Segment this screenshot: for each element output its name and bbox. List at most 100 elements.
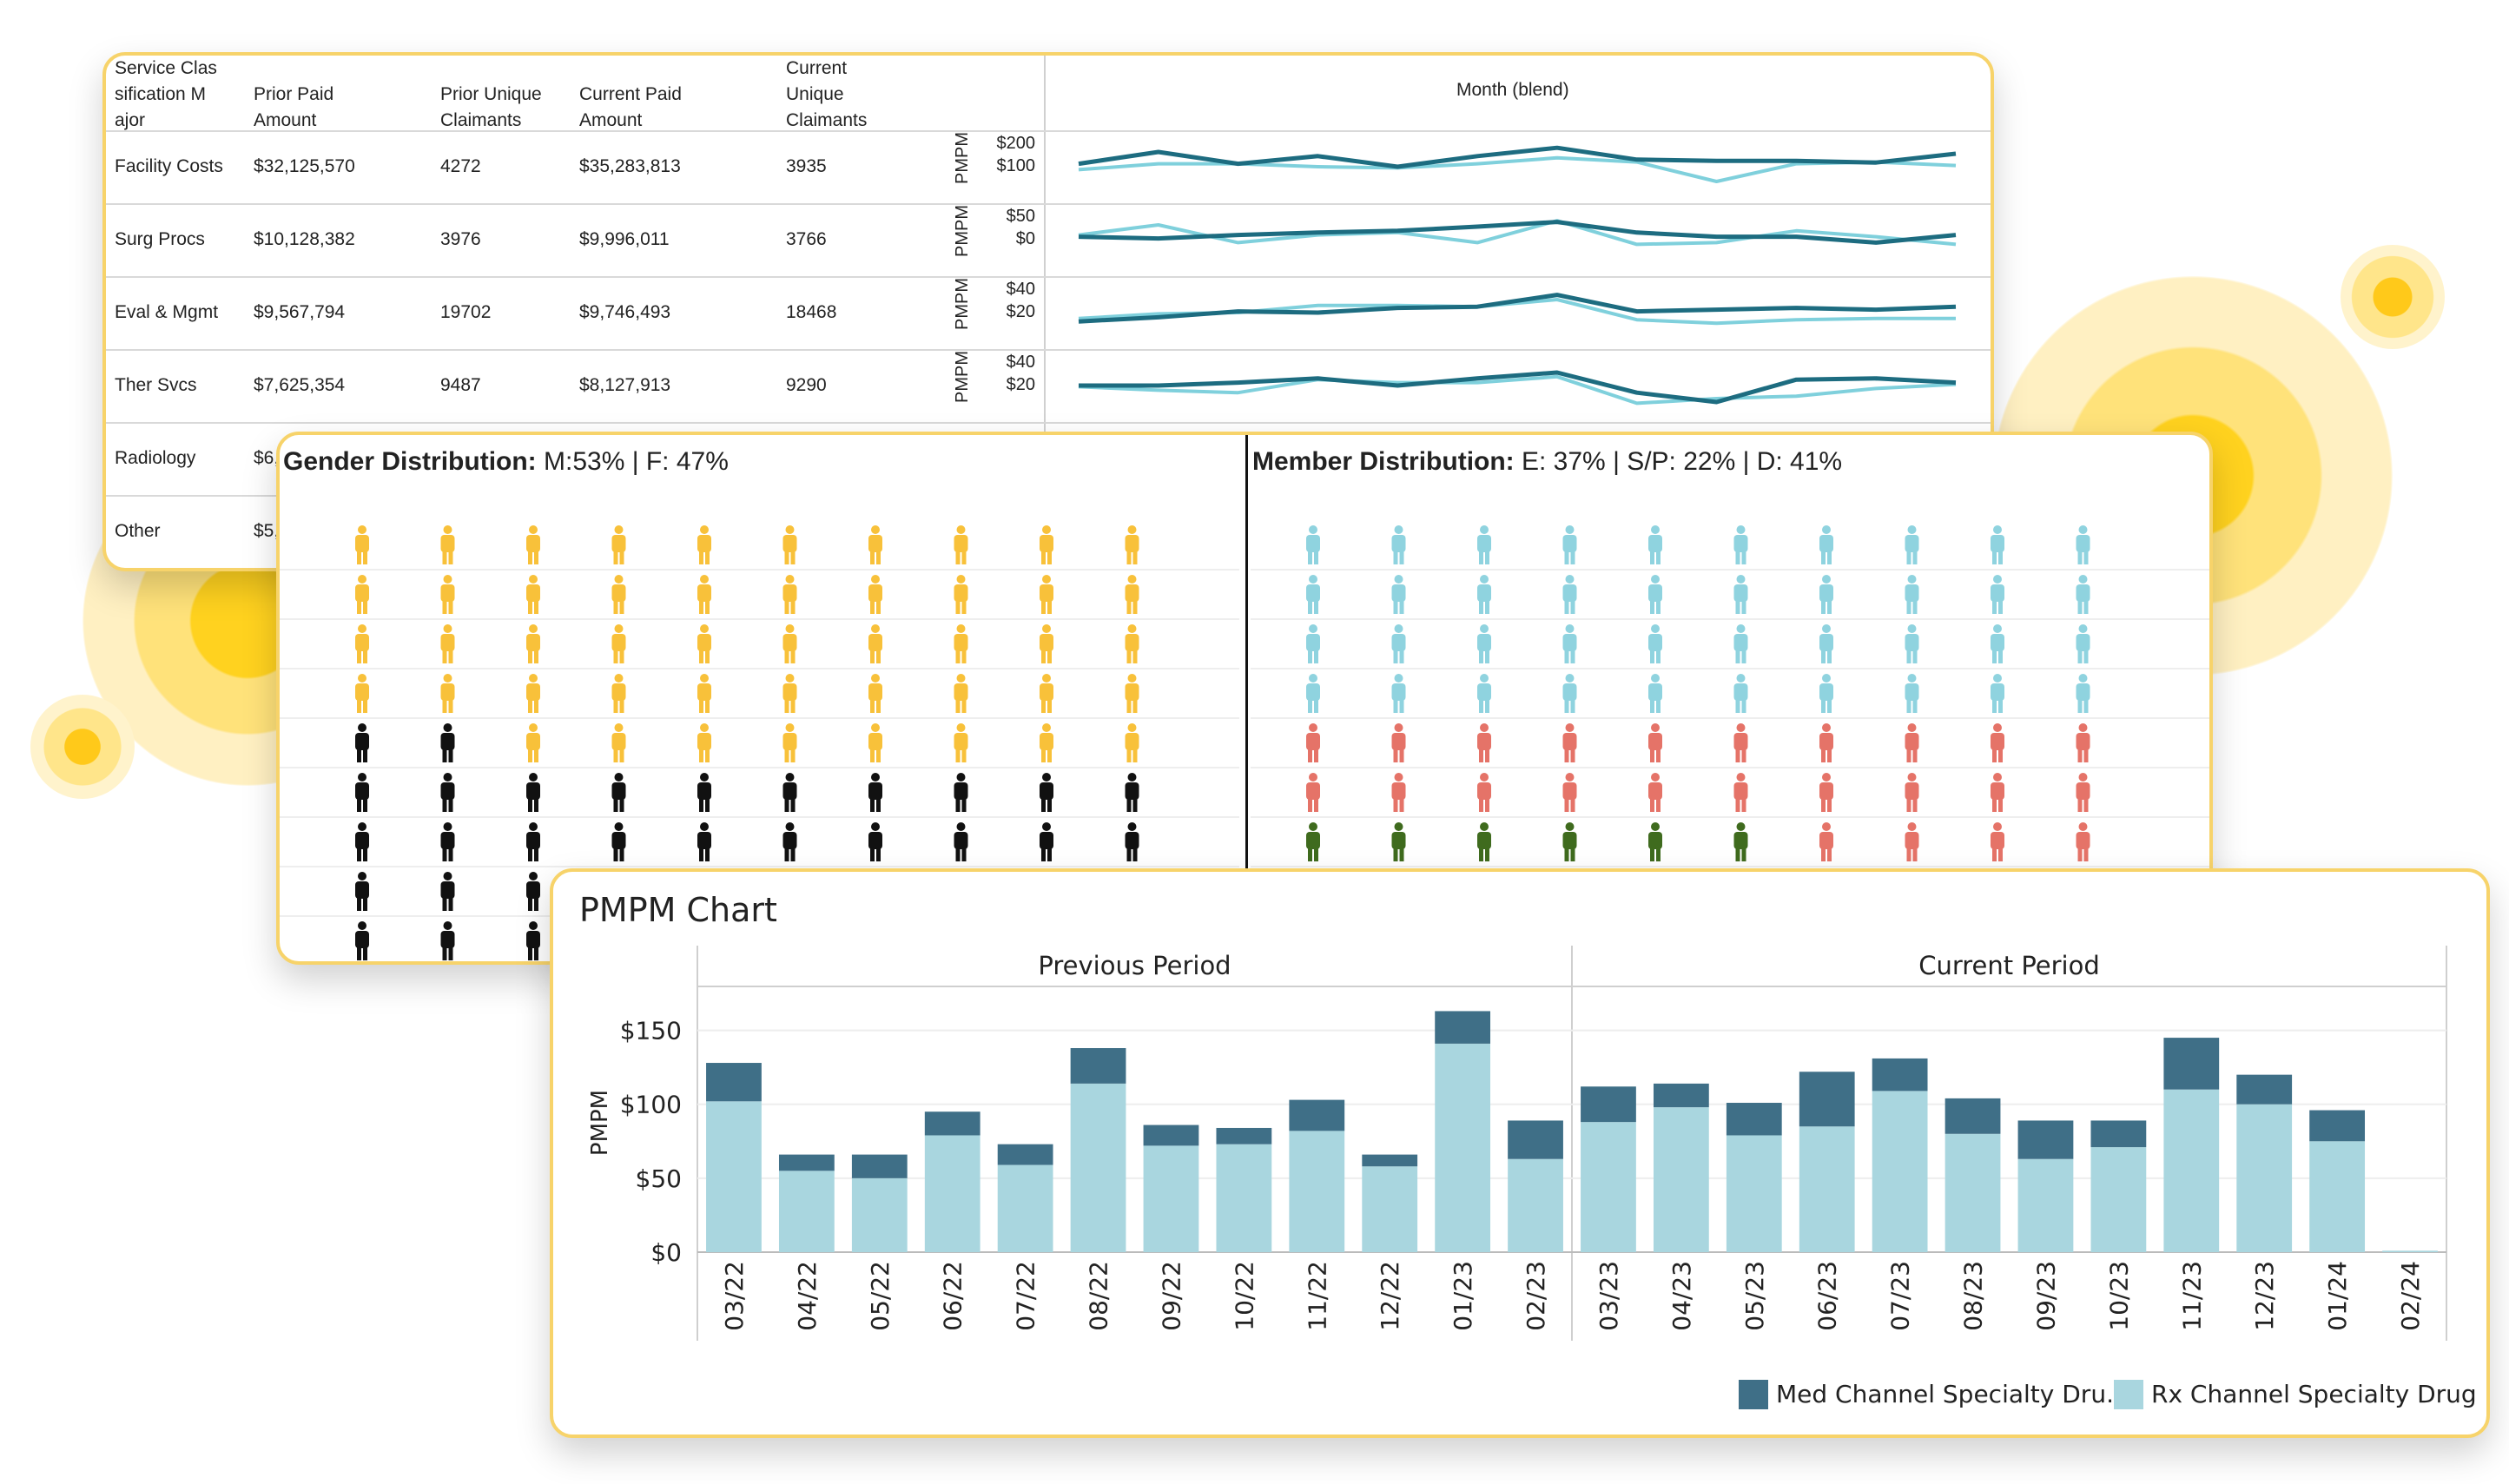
person-icon — [697, 723, 711, 762]
y-tick-label: $100 — [620, 1091, 682, 1119]
member-icon — [2076, 723, 2090, 762]
member-icon — [1391, 723, 1406, 762]
person-icon — [697, 822, 711, 861]
person-icon — [1125, 822, 1139, 861]
member-icon — [1477, 674, 1491, 713]
bar-rx — [706, 1101, 762, 1252]
member-icon — [1477, 822, 1491, 861]
sparkline-tick-label: $200 — [996, 134, 1036, 153]
person-icon-grids — [280, 525, 2209, 960]
member-icon — [1306, 525, 1320, 564]
x-tick-label: 08/23 — [1959, 1261, 1988, 1331]
header-current-unique-claimants[interactable]: Current Unique Claimants — [786, 58, 868, 130]
person-icon — [868, 822, 882, 861]
bar-rx — [1070, 1083, 1126, 1252]
table-cell-prior-paid: $32,125,570 — [254, 156, 355, 176]
person-icon — [611, 822, 626, 861]
row-divider — [106, 276, 1991, 278]
table-cell-prior-unique: 4272 — [440, 156, 481, 176]
person-icon — [1040, 773, 1053, 812]
member-icon — [1562, 575, 1577, 614]
member-icon — [1733, 773, 1748, 812]
header-prior-unique-claimants[interactable]: Prior Unique Claimants — [440, 84, 542, 130]
x-tick-label: 07/22 — [1012, 1261, 1040, 1331]
member-icon — [1648, 674, 1662, 713]
person-icon — [526, 921, 540, 960]
person-icon — [868, 575, 882, 614]
person-icon — [697, 773, 711, 812]
member-icon — [1391, 575, 1406, 614]
person-icon — [355, 723, 369, 762]
person-icon — [954, 525, 968, 564]
member-icon — [1819, 822, 1833, 861]
bar-rx — [1143, 1145, 1199, 1252]
member-distribution-title: Member Distribution: E: 37% | S/P: 22% |… — [1252, 447, 1843, 476]
y-tick-label: $50 — [636, 1164, 682, 1193]
member-icon — [1562, 723, 1577, 762]
person-icon — [1040, 674, 1053, 713]
x-tick-label: 03/22 — [720, 1261, 749, 1331]
bar-med — [1362, 1154, 1418, 1167]
member-icon — [1905, 525, 1919, 564]
person-icon — [1040, 822, 1053, 861]
bar-rx — [1289, 1131, 1345, 1252]
person-icon — [868, 674, 882, 713]
pmpm-chart-card: PMPM Chart Previous Period Current Period… — [550, 868, 2490, 1438]
bar-rx — [778, 1171, 835, 1252]
bar-med — [2090, 1120, 2147, 1148]
member-icon — [1991, 822, 2004, 861]
member-icon — [1391, 674, 1406, 713]
x-tick-label: 09/22 — [1157, 1261, 1185, 1331]
row-divider — [106, 203, 1991, 205]
bar-med — [706, 1063, 762, 1102]
bar-med — [2163, 1038, 2220, 1090]
member-icon — [1477, 773, 1491, 812]
legend-label-rx[interactable]: Rx Channel Specialty Drug — [2151, 1380, 2477, 1408]
table-cell-name: Eval & Mgmt — [115, 302, 219, 322]
member-icon — [2076, 575, 2090, 614]
person-icon — [611, 674, 626, 713]
member-icon — [1648, 773, 1662, 812]
person-icon — [954, 624, 968, 663]
sparkline-dark — [1078, 145, 1957, 169]
member-icon — [1477, 723, 1491, 762]
table-cell-prior-unique: 9487 — [440, 375, 481, 395]
person-icon — [868, 773, 882, 812]
legend-swatch-rx — [2114, 1380, 2143, 1409]
y-axis-label: PMPM — [587, 1090, 613, 1156]
person-icon — [526, 624, 540, 663]
bar-rx — [924, 1135, 980, 1252]
legend-label-med[interactable]: Med Channel Specialty Dru.. — [1776, 1380, 2122, 1408]
bar-rx — [1581, 1122, 1636, 1252]
person-icon — [1125, 674, 1139, 713]
member-icon — [2076, 822, 2090, 861]
person-icon — [1040, 624, 1053, 663]
person-icon — [611, 723, 626, 762]
x-tick-label: 03/23 — [1595, 1261, 1623, 1331]
bar-rx — [1508, 1158, 1563, 1252]
member-icon — [1306, 773, 1320, 812]
person-icon — [440, 723, 455, 762]
bar-rx — [1726, 1135, 1782, 1252]
bar-med — [1289, 1099, 1345, 1131]
member-icon — [1905, 822, 1919, 861]
header-prior-paid-amount[interactable]: Prior Paid Amount — [254, 84, 334, 130]
table-cell-prior-paid: $6, — [254, 448, 280, 468]
bar-med — [1799, 1072, 1855, 1127]
month-blend-header[interactable]: Month (blend) — [1456, 80, 1569, 100]
decorative-glow-small-right — [2341, 245, 2445, 349]
member-icon — [1562, 773, 1577, 812]
distribution-divider — [1245, 435, 1248, 961]
member-icon — [1905, 723, 1919, 762]
bar-rx — [1362, 1166, 1418, 1252]
member-icon — [1391, 525, 1406, 564]
bar-rx — [1872, 1091, 1928, 1252]
bar-med — [924, 1111, 980, 1136]
header-current-paid-amount[interactable]: Current Paid Amount — [579, 84, 682, 130]
bar-med — [1872, 1058, 1928, 1092]
bar-rx — [1653, 1107, 1709, 1252]
person-icon — [440, 822, 455, 861]
sparkline-dark — [1078, 220, 1957, 245]
person-icon — [1125, 525, 1139, 564]
